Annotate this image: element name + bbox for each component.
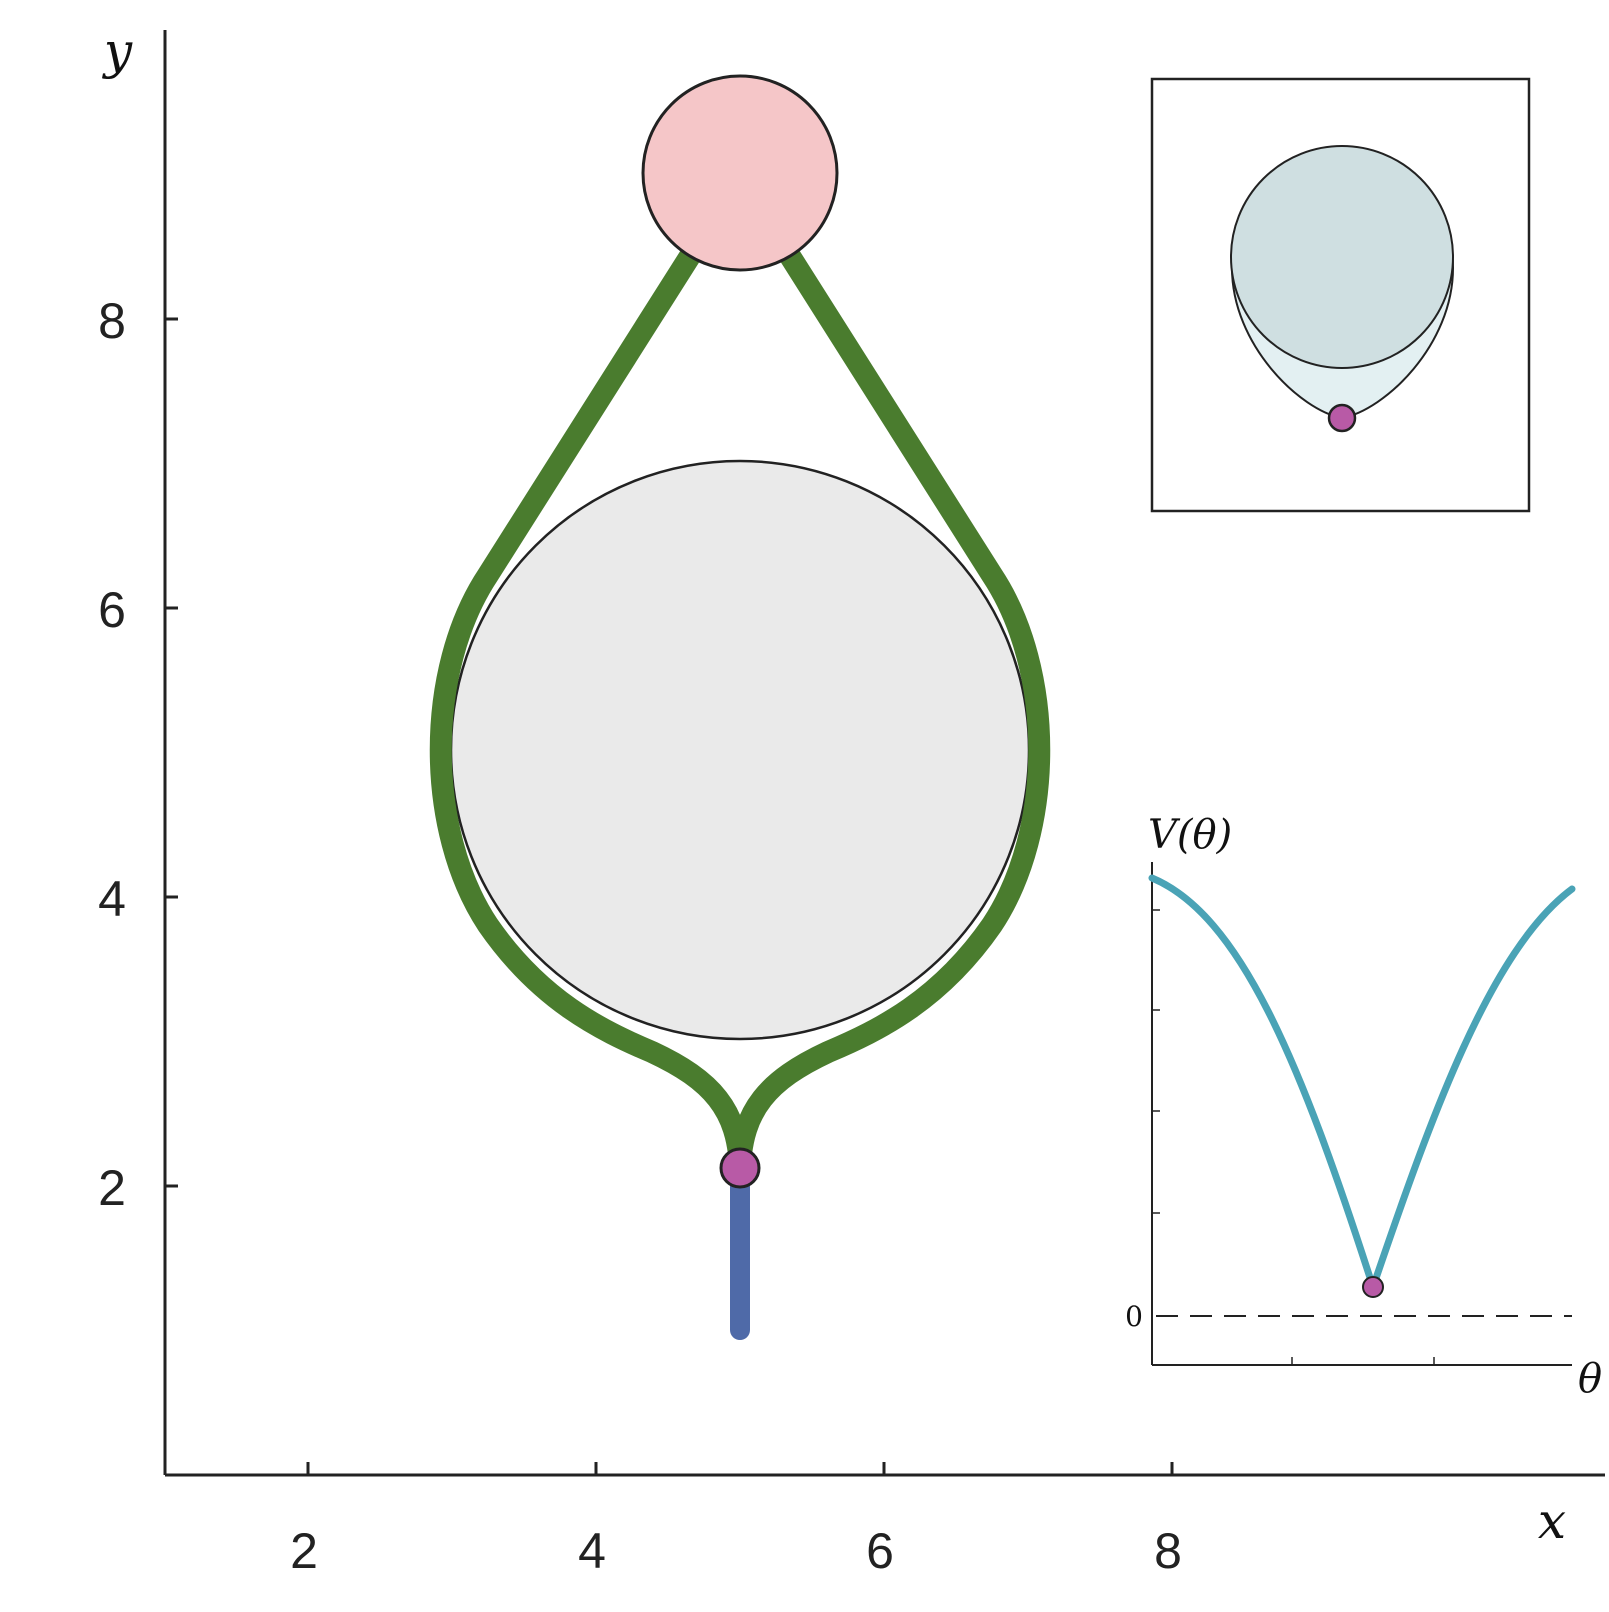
potential-curve [1148,874,1576,1291]
y-tick-label-8: 8 [98,293,126,349]
potential-dot [1362,1276,1384,1298]
potential-x-label: θ [1578,1356,1602,1402]
inset-dot [1327,403,1357,433]
y-tick-label-2: 2 [98,1160,126,1216]
large-disk [449,459,1031,1041]
top-disk [641,74,839,272]
contact-dot [719,1147,761,1189]
main-axes: 2 4 6 8 2 4 6 8 x y [98,22,1605,1579]
y-tick-label-6: 6 [98,582,126,638]
y-axis-label: y [102,22,133,80]
y-tick-label-4: 4 [98,871,126,927]
potential-zero-label: 0 [1125,1300,1143,1333]
potential-inset: 0 V(θ) θ [1125,812,1602,1402]
inset-disk [1230,145,1454,369]
potential-y-label: V(θ) [1148,812,1232,858]
x-tick-label-4: 4 [578,1523,606,1579]
x-tick-label-2: 2 [290,1523,318,1579]
x-axis-label: x [1538,1492,1566,1550]
x-tick-label-6: 6 [866,1523,894,1579]
x-tick-label-8: 8 [1154,1523,1182,1579]
shape-inset [1150,77,1531,513]
